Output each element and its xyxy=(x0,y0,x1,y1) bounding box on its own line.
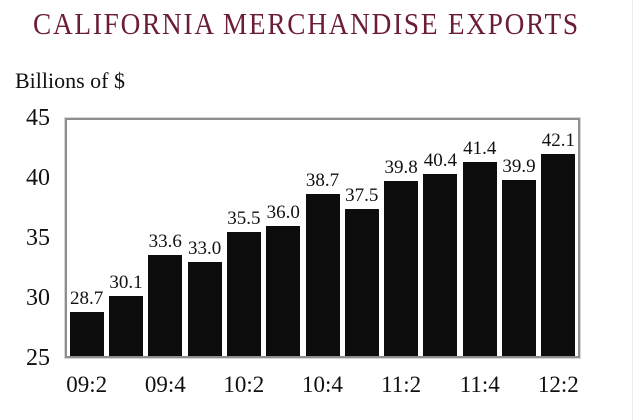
bar-value-label: 33.6 xyxy=(148,230,182,252)
bar-value-label: 36.0 xyxy=(266,202,300,224)
y-tick-label: 45 xyxy=(26,105,50,131)
bar-value-label: 42.1 xyxy=(541,130,575,152)
bar-value-label: 41.4 xyxy=(463,138,497,160)
bar-value-label: 35.5 xyxy=(227,208,261,230)
y-tick-label: 25 xyxy=(26,345,50,371)
bar-value-label: 38.7 xyxy=(305,170,340,192)
y-tick-label: 40 xyxy=(26,165,50,191)
y-tick-label: 30 xyxy=(26,285,50,311)
chart-title: CALIFORNIA MERCHANDISE EXPORTS xyxy=(33,6,580,41)
y-tick-label: 35 xyxy=(26,225,50,251)
bar xyxy=(541,154,576,356)
bar xyxy=(187,261,222,356)
y-axis-title: Billions of $ xyxy=(15,68,126,93)
bar-value-label: 40.4 xyxy=(423,150,458,172)
bar-value-label: 37.5 xyxy=(345,184,379,206)
bar xyxy=(148,254,183,356)
x-tick-label: 12:2 xyxy=(537,372,579,397)
bar-value-label: 28.7 xyxy=(70,288,104,310)
bar xyxy=(108,295,143,356)
x-tick-label: 11:4 xyxy=(459,372,500,397)
x-tick-label: 10:4 xyxy=(302,372,343,397)
x-tick-label: 11:2 xyxy=(381,372,422,397)
bar xyxy=(423,174,458,356)
bar xyxy=(69,312,104,356)
bar xyxy=(462,162,497,356)
x-tick-label: 09:4 xyxy=(144,372,186,397)
bar xyxy=(344,208,379,356)
x-tick-label: 10:2 xyxy=(223,372,265,397)
bar xyxy=(305,194,340,356)
bar xyxy=(266,226,301,356)
bar-value-label: 39.8 xyxy=(384,157,418,179)
bar xyxy=(226,232,261,356)
x-tick-label: 09:2 xyxy=(66,372,108,397)
bar xyxy=(502,180,537,356)
bar xyxy=(384,181,419,356)
bar-value-label: 33.0 xyxy=(187,237,222,259)
bar-value-label: 39.9 xyxy=(502,156,536,178)
plot-area: 28.7 30.1 33.6 33.0 35.5 36.0 38.7 37.5 39.8 40.4… xyxy=(65,118,580,358)
bar-value-label: 30.1 xyxy=(109,271,143,293)
